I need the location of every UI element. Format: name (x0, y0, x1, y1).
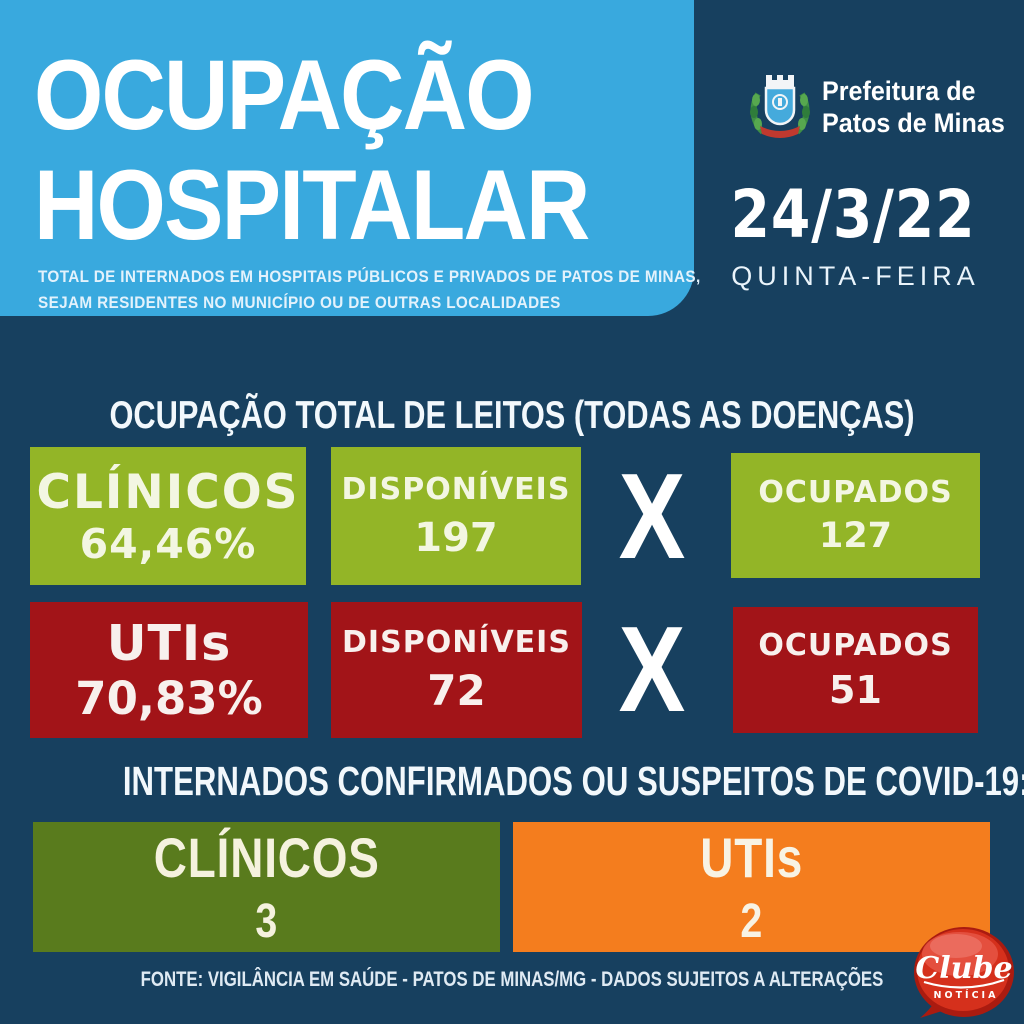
icu-occupied-card: OCUPADOS 51 (733, 607, 978, 733)
city-hall-logo: Prefeitura de Patos de Minas (748, 72, 1019, 142)
page-title: OCUPAÇÃO HOSPITALAR (34, 39, 590, 260)
covid-icu-card: UTIs 2 (513, 822, 990, 952)
icu-available-card: DISPONÍVEIS 72 (331, 602, 582, 738)
org-name: Prefeitura de Patos de Minas (822, 75, 1005, 139)
page-subtitle-line1: TOTAL DE INTERNADOS EM HOSPITAIS PÚBLICO… (38, 267, 701, 286)
total-beds-heading: OCUPAÇÃO TOTAL DE LEITOS (TODAS AS DOENÇ… (109, 394, 915, 437)
org-name-line1: Prefeitura de (822, 76, 976, 106)
icu-available-label: DISPONÍVEIS (342, 625, 571, 660)
news-logo-name: Clube (915, 951, 1012, 986)
clinical-occupancy-card: CLÍNICOS 64,46% (30, 447, 306, 585)
covid-clinical-value: 3 (255, 895, 278, 948)
covid-icu-label: UTIs (700, 826, 803, 889)
icu-percent: 70,83% (75, 672, 263, 725)
page-title-line2: HOSPITALAR (34, 149, 590, 260)
date-block: 24/3/22 QUINTA-FEIRA (694, 176, 1012, 292)
icu-available-value: 72 (427, 666, 486, 715)
icu-label: UTIs (106, 615, 232, 672)
org-name-line2: Patos de Minas (822, 108, 1005, 138)
clinical-occupied-card: OCUPADOS 127 (731, 453, 980, 578)
clinical-available-value: 197 (414, 514, 498, 561)
clinical-percent: 64,46% (79, 519, 257, 568)
icu-occupancy-card: UTIs 70,83% (30, 602, 308, 738)
clinical-label: CLÍNICOS (36, 464, 300, 520)
icu-occupied-label: OCUPADOS (758, 628, 953, 663)
source-note: FONTE: VIGILÂNCIA EM SAÚDE - PATOS DE MI… (140, 968, 884, 991)
versus-mark-clinical: X (618, 448, 686, 584)
clinical-occupied-label: OCUPADOS (758, 475, 953, 510)
clube-noticia-logo: Clube NOTÍCIA (898, 922, 1020, 1024)
clinical-available-label: DISPONÍVEIS (341, 471, 571, 507)
covid-heading: INTERNADOS CONFIRMADOS OU SUSPEITOS DE C… (122, 758, 1024, 804)
page-title-line1: OCUPAÇÃO (34, 39, 535, 150)
icu-occupied-value: 51 (829, 668, 882, 712)
report-weekday: QUINTA-FEIRA (731, 261, 980, 291)
versus-mark-icu: X (618, 601, 686, 737)
report-date: 24/3/22 (730, 176, 976, 253)
clinical-available-card: DISPONÍVEIS 197 (331, 447, 581, 585)
coat-of-arms-icon (748, 72, 812, 142)
clinical-occupied-value: 127 (818, 516, 893, 556)
covid-icu-value: 2 (740, 895, 763, 948)
page-subtitle-line2: SEJAM RESIDENTES NO MUNICÍPIO OU DE OUTR… (38, 293, 561, 312)
covid-clinical-label: CLÍNICOS (153, 826, 380, 889)
news-logo-subname: NOTÍCIA (934, 989, 999, 1001)
page-subtitle: TOTAL DE INTERNADOS EM HOSPITAIS PÚBLICO… (38, 264, 701, 316)
covid-clinical-card: CLÍNICOS 3 (33, 822, 500, 952)
header-panel: OCUPAÇÃO HOSPITALAR TOTAL DE INTERNADOS … (0, 0, 700, 316)
